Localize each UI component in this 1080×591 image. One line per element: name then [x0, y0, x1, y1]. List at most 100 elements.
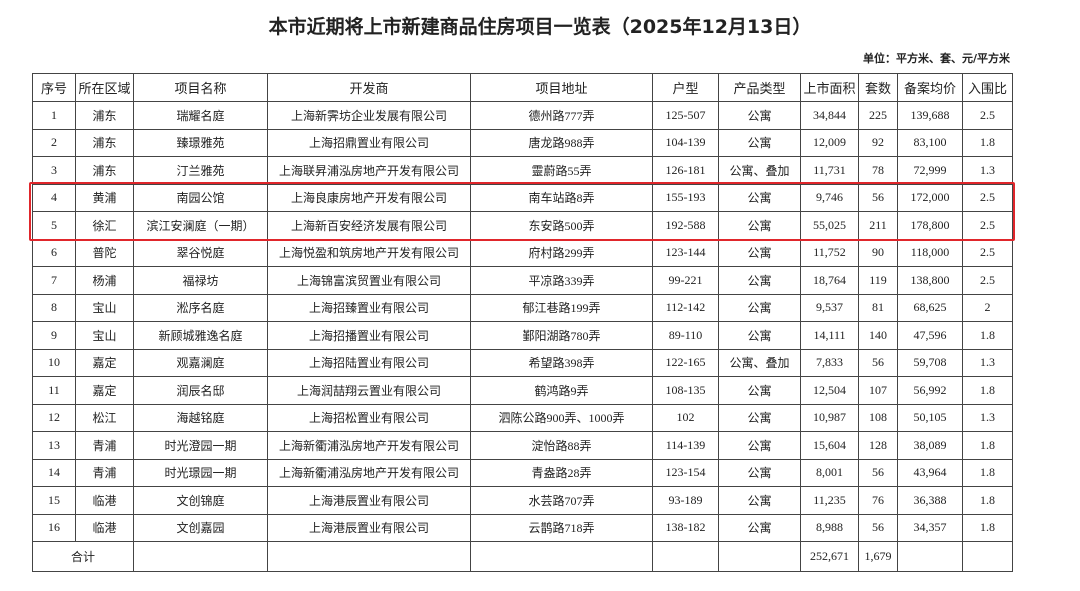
- cell: 上海联昇浦泓房地产开发有限公司: [267, 156, 471, 185]
- cell: 公寓: [718, 128, 801, 157]
- cell: 2.5: [962, 238, 1013, 267]
- cell: 府村路299弄: [470, 238, 653, 267]
- cell: 新顾城雅逸名庭: [133, 321, 268, 350]
- cell: 浦东: [75, 156, 134, 185]
- cell: 3: [32, 156, 76, 185]
- table-row: 10 嘉定 观嘉澜庭 上海招陆置业有限公司 希望路398弄 122-165 公寓、叠加 7,8…: [32, 348, 1013, 377]
- empty-cell: [652, 541, 719, 572]
- empty-cell: [962, 541, 1013, 572]
- cell: 公寓、叠加: [718, 348, 801, 377]
- cell: 时光璟园一期: [133, 458, 268, 487]
- cell: 1.8: [962, 431, 1013, 460]
- cell: 公寓: [718, 458, 801, 487]
- cell: 90: [858, 238, 898, 267]
- cell: 102: [652, 403, 719, 432]
- cell: 10,987: [800, 403, 859, 432]
- table-body: 1 浦东 瑞耀名庭 上海新霁坊企业发展有限公司 德州路777弄 125-507 公寓 34,8…: [32, 101, 1013, 572]
- cell: 2.5: [962, 211, 1013, 240]
- cell: 138,800: [897, 266, 963, 295]
- table-row: 7 杨浦 福禄坊 上海锦富滨贸置业有限公司 平凉路339弄 99-221 公寓 18,764 1…: [32, 266, 1013, 295]
- cell: 16: [32, 513, 76, 542]
- header-cell: 产品类型: [718, 73, 801, 102]
- cell: 海越铭庭: [133, 403, 268, 432]
- table-row: 1 浦东 瑞耀名庭 上海新霁坊企业发展有限公司 德州路777弄 125-507 公寓 34,8…: [32, 101, 1013, 130]
- table-row: 13 青浦 时光澄园一期 上海新衢浦泓房地产开发有限公司 淀怡路88弄 114-139 公寓…: [32, 431, 1013, 460]
- cell: 89-110: [652, 321, 719, 350]
- cell: 122-165: [652, 348, 719, 377]
- empty-cell: [267, 541, 471, 572]
- cell: 4: [32, 183, 76, 212]
- cell: 108: [858, 403, 898, 432]
- cell: 119: [858, 266, 898, 295]
- cell: 上海招臻置业有限公司: [267, 293, 471, 322]
- cell: 192-588: [652, 211, 719, 240]
- cell: 青盎路28弄: [470, 458, 653, 487]
- cell: 114-139: [652, 431, 719, 460]
- empty-cell: [470, 541, 653, 572]
- cell: 汀兰雅苑: [133, 156, 268, 185]
- cell: 76: [858, 486, 898, 515]
- cell: 宝山: [75, 293, 134, 322]
- cell: 140: [858, 321, 898, 350]
- cell: 81: [858, 293, 898, 322]
- cell: 34,357: [897, 513, 963, 542]
- cell: 108-135: [652, 376, 719, 405]
- cell: 9: [32, 321, 76, 350]
- cell: 青浦: [75, 431, 134, 460]
- table-row: 15 临港 文创锦庭 上海港辰置业有限公司 水芸路707弄 93-189 公寓 11,235 7…: [32, 486, 1013, 515]
- cell: 1.8: [962, 376, 1013, 405]
- cell: 上海招播置业有限公司: [267, 321, 471, 350]
- cell: 178,800: [897, 211, 963, 240]
- cell: 11,752: [800, 238, 859, 267]
- cell: 12,009: [800, 128, 859, 157]
- cell: 9,746: [800, 183, 859, 212]
- cell: 泗陈公路900弄、1000弄: [470, 403, 653, 432]
- cell: 临港: [75, 486, 134, 515]
- cell: 翠谷悦庭: [133, 238, 268, 267]
- cell: 2: [962, 293, 1013, 322]
- table-row: 5 徐汇 滨江安澜庭（一期） 上海新百安经济发展有限公司 东安路500弄 192-588 公…: [32, 211, 1013, 240]
- cell: 公寓: [718, 486, 801, 515]
- cell: 淞序名庭: [133, 293, 268, 322]
- cell: 7: [32, 266, 76, 295]
- unit-note: 单位：平方米、套、元/平方米: [862, 52, 1010, 65]
- cell: 靈蔚路55弄: [470, 156, 653, 185]
- cell: 1.8: [962, 486, 1013, 515]
- cell: 公寓: [718, 211, 801, 240]
- cell: 15,604: [800, 431, 859, 460]
- cell: 68,625: [897, 293, 963, 322]
- header-cell: 入围比: [962, 73, 1013, 102]
- cell: 徐汇: [75, 211, 134, 240]
- cell: 128: [858, 431, 898, 460]
- empty-cell: [897, 541, 963, 572]
- cell: 2.5: [962, 101, 1013, 130]
- cell: 18,764: [800, 266, 859, 295]
- cell: 56,992: [897, 376, 963, 405]
- table-row: 11 嘉定 润辰名邸 上海润喆翔云置业有限公司 鹤鸿路9弄 108-135 公寓 12,504…: [32, 376, 1013, 405]
- cell: 2.5: [962, 183, 1013, 212]
- cell: 平凉路339弄: [470, 266, 653, 295]
- header-cell: 序号: [32, 73, 76, 102]
- cell: 文创嘉园: [133, 513, 268, 542]
- cell: 72,999: [897, 156, 963, 185]
- cell: 93-189: [652, 486, 719, 515]
- total-area: 252,671: [800, 541, 859, 572]
- cell: 139,688: [897, 101, 963, 130]
- cell: 杨浦: [75, 266, 134, 295]
- cell: 上海招松置业有限公司: [267, 403, 471, 432]
- cell: 上海新衢浦泓房地产开发有限公司: [267, 458, 471, 487]
- cell: 104-139: [652, 128, 719, 157]
- table-row: 6 普陀 翠谷悦庭 上海悦盈和筑房地产开发有限公司 府村路299弄 123-144 公寓 11…: [32, 238, 1013, 267]
- cell: 上海良康房地产开发有限公司: [267, 183, 471, 212]
- cell: 润辰名邸: [133, 376, 268, 405]
- total-units: 1,679: [858, 541, 898, 572]
- cell: 123-154: [652, 458, 719, 487]
- total-label: 合计: [32, 541, 134, 572]
- cell: 东安路500弄: [470, 211, 653, 240]
- cell: 112-142: [652, 293, 719, 322]
- cell: 138-182: [652, 513, 719, 542]
- empty-cell: [133, 541, 268, 572]
- cell: 5: [32, 211, 76, 240]
- cell: 水芸路707弄: [470, 486, 653, 515]
- cell: 1.3: [962, 403, 1013, 432]
